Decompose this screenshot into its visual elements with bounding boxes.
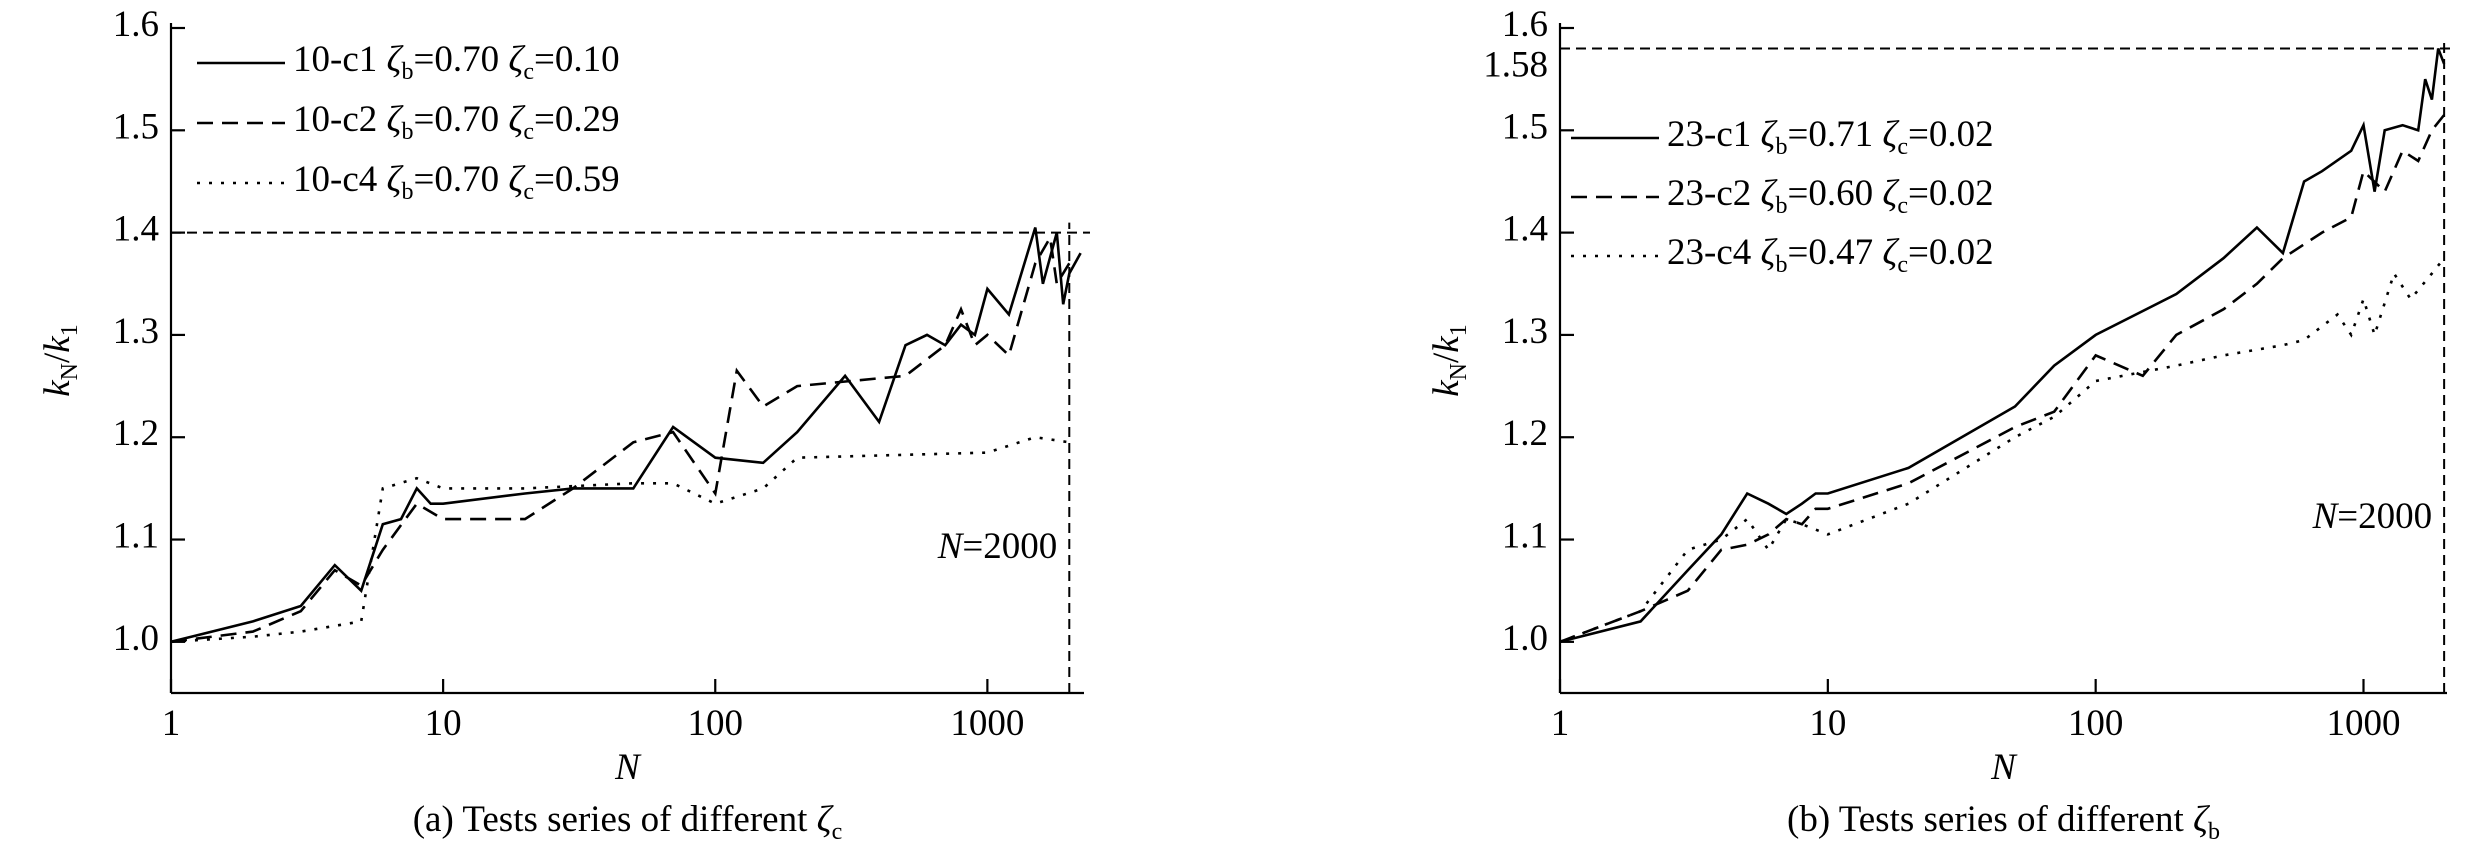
y-axis-label: kN​/k1​ — [1426, 324, 1471, 397]
y-tick-label: 1.3 — [113, 311, 159, 352]
legend-label: 10-c2 ζb​=0.70 ζc​=0.29 — [293, 99, 620, 144]
y-tick-label: 1.4 — [1502, 209, 1548, 250]
y-tick-label: 1.5 — [1502, 107, 1548, 148]
legend-label: 10-c4 ζb​=0.70 ζc​=0.59 — [293, 159, 620, 204]
legend-label: 23-c1 ζb​=0.71 ζc​=0.02 — [1667, 114, 1994, 159]
y-tick-label: 1.1 — [1502, 516, 1548, 557]
series-line — [1559, 48, 2446, 644]
x-tick-label: 1000 — [950, 703, 1024, 744]
y-tick-label: 1.5 — [113, 107, 159, 148]
x-tick-label: 100 — [2068, 703, 2124, 744]
y-tick-label: 1.2 — [113, 414, 159, 455]
y-tick-label: 1.4 — [113, 209, 159, 250]
y-axis-label: kN​/k1​ — [37, 324, 82, 397]
caption: (a) Tests series of different ζc​ — [413, 799, 843, 844]
annotation: N=2000 — [2312, 496, 2433, 537]
legend-label: 23-c2 ζb​=0.60 ζc​=0.02 — [1667, 173, 1994, 218]
x-tick-label: 10 — [425, 703, 462, 744]
legend-label: 10-c1 ζb​=0.70 ζc​=0.10 — [293, 39, 620, 84]
x-tick-label: 1 — [1551, 703, 1570, 744]
legend-label: 23-c4 ζb​=0.47 ζc​=0.02 — [1667, 232, 1994, 277]
series-line — [170, 233, 1071, 644]
y-tick-label: 1.6 — [1502, 4, 1548, 45]
reference-label: 1.58 — [1483, 45, 1548, 86]
series-line — [170, 227, 1082, 644]
y-tick-label: 1.0 — [113, 618, 159, 659]
y-tick-label: 1.0 — [1502, 618, 1548, 659]
y-tick-label: 1.6 — [113, 4, 159, 45]
x-tick-label: 10 — [1809, 703, 1846, 744]
annotation: N=2000 — [937, 526, 1058, 567]
y-tick-label: 1.1 — [113, 516, 159, 557]
x-tick-label: 100 — [688, 703, 744, 744]
caption: (b) Tests series of different ζb​ — [1787, 799, 2220, 844]
y-tick-label: 1.2 — [1502, 414, 1548, 455]
series-line — [170, 435, 1070, 644]
y-tick-label: 1.3 — [1502, 311, 1548, 352]
x-tick-label: 1000 — [2327, 703, 2401, 744]
series-line — [1559, 114, 2446, 644]
chart: 1 10 100 1000 1.0 1.1 1.2 1.3 1.4 1.5 1.6 NkN​/k1​ (… — [37, 4, 1090, 845]
x-axis-label: N — [614, 747, 642, 788]
x-axis-label: N — [1990, 747, 2018, 788]
x-tick-label: 1 — [162, 703, 181, 744]
chart: 1 10 100 1000 1.0 1.1 1.2 1.3 1.4 1.5 1.6 NkN​/k1​ (… — [1426, 4, 2453, 845]
series-line — [1559, 257, 2446, 644]
